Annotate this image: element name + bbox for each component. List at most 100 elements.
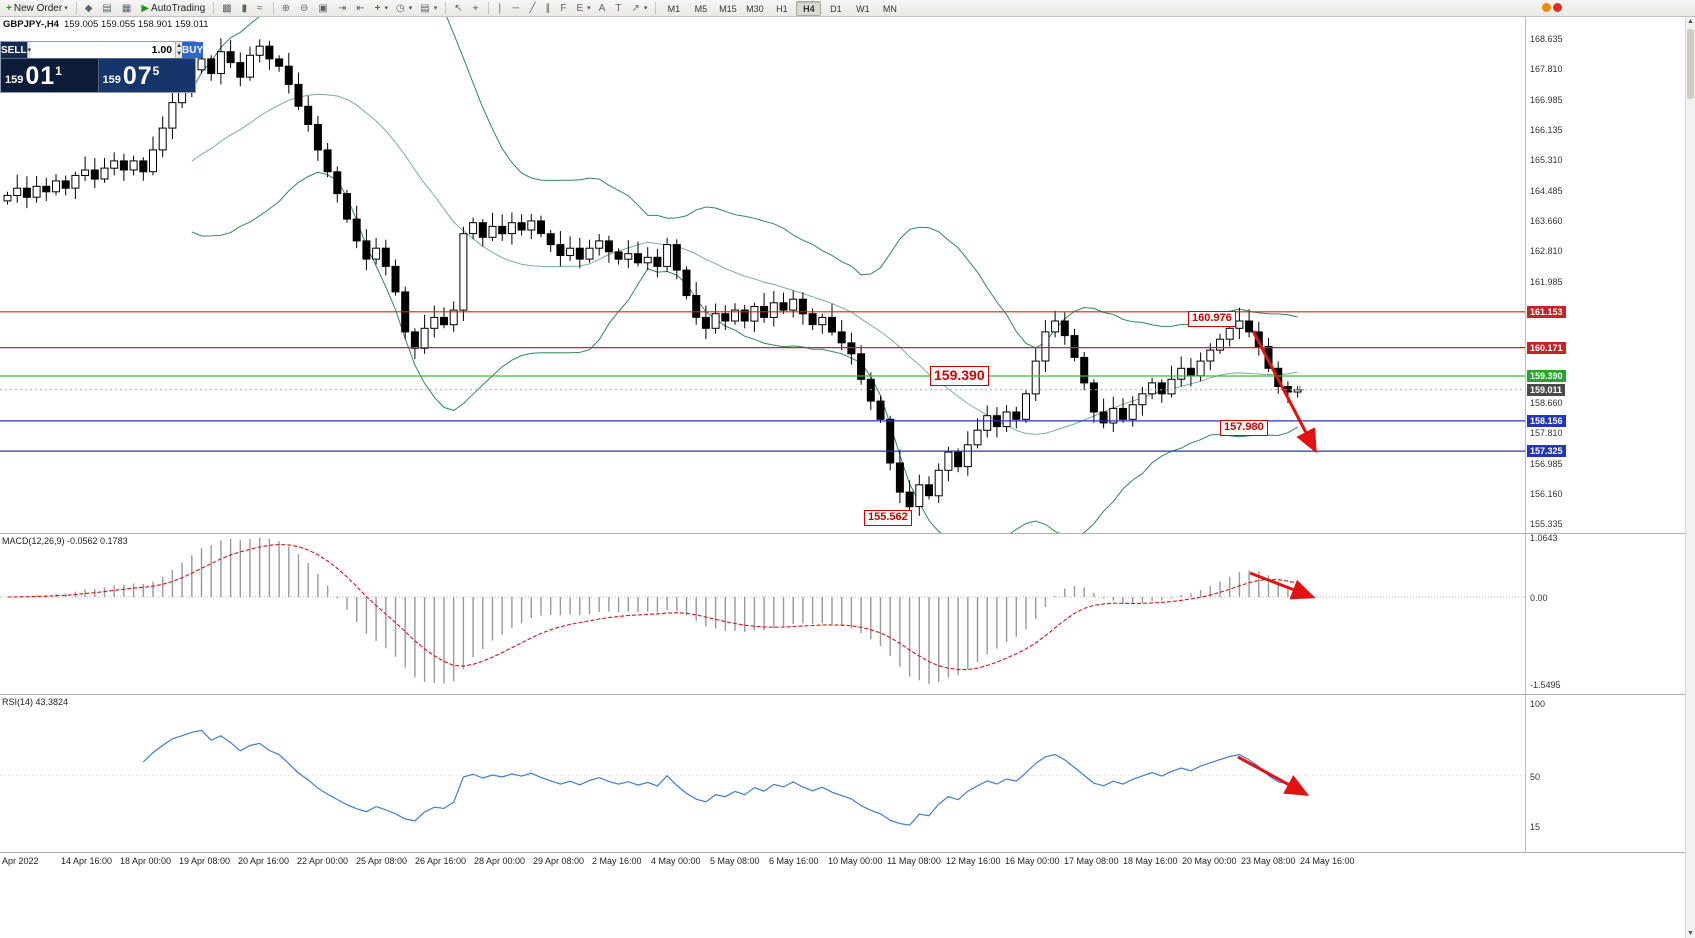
rsi-label: RSI(14) 43.3824 — [2, 697, 69, 707]
line-chart-button[interactable]: ≈ — [253, 1, 269, 16]
vertical-scrollbar[interactable]: ▲ ▼ — [1685, 17, 1695, 938]
buy-price-prefix: 159 — [102, 74, 121, 86]
cursor-icon: ↖ — [454, 2, 463, 14]
volume-stepper-up[interactable]: ▲ — [176, 43, 183, 49]
time-axis-label: 22 Apr 00:00 — [297, 856, 349, 866]
time-axis-label: 14 Apr 16:00 — [61, 856, 113, 866]
arrows-button[interactable]: ↗ ▾ — [627, 1, 651, 16]
symbol-label: GBPJPY-,H4 — [3, 19, 59, 30]
candlestick-button[interactable]: ▮ — [238, 1, 254, 16]
indicators-button[interactable]: + ▾ — [371, 1, 392, 16]
cursor-button[interactable]: ↖ — [450, 1, 468, 16]
main-chart-canvas[interactable]: GBPJPY-,H4 159.005 159.055 158.901 159.01… — [0, 17, 1525, 533]
sell-price-button[interactable]: 159 01 1 — [1, 59, 99, 92]
pane-separator[interactable] — [0, 533, 1695, 534]
buy-price-button[interactable]: 159 07 5 — [98, 59, 195, 92]
trend-arrow[interactable] — [1237, 755, 1310, 796]
auto-scroll-button[interactable]: ⇥ — [334, 1, 352, 16]
sell-button[interactable]: SELL — [1, 42, 27, 58]
one-click-trading-panel: SELL ▾ ▲ ▼ BUY 159 01 1 159 07 5 — [0, 41, 204, 93]
time-axis-label: 11 May 08:00 — [887, 856, 941, 866]
trendline-icon: ╱ — [529, 2, 536, 14]
rsi-canvas[interactable]: RSI(14) 43.3824 — [0, 695, 1525, 852]
price-axis-label: 156.160 — [1530, 488, 1563, 499]
timeframe-d1-button[interactable]: D1 — [830, 3, 842, 14]
volume-stepper: ▲ ▼ — [175, 42, 183, 58]
text-label-button[interactable]: T — [611, 1, 627, 16]
volume-dropdown-button[interactable]: ▾ — [26, 42, 32, 58]
vertical-line-icon: ∣ — [497, 2, 503, 14]
toolbar-separator — [445, 2, 447, 14]
time-axis-label: 29 Apr 08:00 — [533, 856, 585, 866]
toolbar-separator — [272, 2, 274, 14]
shapes-button[interactable]: E ▾ — [572, 1, 594, 16]
pane-separator[interactable] — [0, 694, 1695, 695]
channel-button[interactable]: ∥ — [541, 1, 556, 16]
timeframe-h1-button[interactable]: H1 — [776, 3, 788, 14]
price-annotation[interactable]: 160.976 — [1188, 311, 1236, 327]
scroll-down-icon[interactable]: ▼ — [1687, 930, 1694, 937]
horizontal-line-button[interactable]: ─ — [508, 1, 525, 16]
zoom-in-button[interactable]: ⊕ — [278, 1, 296, 16]
time-axis-label: 19 Apr 08:00 — [179, 856, 231, 866]
macd-svg — [0, 537, 1525, 684]
autotrading-button[interactable]: ▶ AutoTrading — [137, 1, 209, 16]
candles — [3, 38, 1302, 516]
new-order-button[interactable]: + New Order ▾ — [2, 1, 72, 16]
metaeditor-button[interactable]: ◆ — [81, 1, 99, 16]
pane-separator — [0, 852, 1695, 853]
text-button[interactable]: A — [595, 1, 612, 16]
timeframe-m30-button[interactable]: M30 — [746, 3, 764, 14]
zoom-out-button[interactable]: ⊖ — [296, 1, 314, 16]
crosshair-button[interactable]: ⌖ — [469, 1, 485, 16]
line-chart-icon: ≈ — [257, 2, 263, 14]
timeframe-m1-button[interactable]: M1 — [667, 3, 681, 14]
bar-chart-button[interactable]: ▩ — [218, 1, 237, 16]
scrollbar-thumb[interactable] — [1687, 29, 1694, 99]
volume-input[interactable] — [31, 42, 176, 58]
chevron-down-icon: ▾ — [408, 5, 413, 12]
time-axis-label: 17 May 08:00 — [1064, 856, 1119, 866]
candlestick-icon: ▮ — [241, 2, 248, 14]
vertical-line-button[interactable]: ∣ — [493, 1, 508, 16]
timeframe-mn-button[interactable]: MN — [882, 3, 897, 14]
chart-shift-button[interactable]: ⇤ — [352, 1, 370, 16]
templates-button[interactable]: ▤ ▾ — [416, 1, 441, 16]
price-tag: 157.325 — [1527, 445, 1566, 458]
text-icon: A — [598, 2, 606, 14]
buy-button[interactable]: BUY — [182, 42, 204, 58]
timeframe-m5-button[interactable]: M5 — [694, 3, 708, 14]
scroll-up-icon[interactable]: ▲ — [1687, 18, 1694, 25]
time-axis-label: 26 Apr 16:00 — [415, 856, 467, 866]
tile-windows-button[interactable]: ▣ — [314, 1, 333, 16]
volume-stepper-down[interactable]: ▼ — [176, 51, 183, 57]
ohlc-values: 159.005 159.055 158.901 159.011 — [63, 19, 209, 30]
tile-windows-icon: ▣ — [318, 2, 328, 14]
toolbar-separator — [213, 2, 215, 14]
data-window-button[interactable]: ▦ — [118, 1, 137, 16]
time-axis[interactable]: Apr 2022 14 Apr 16:00 18 Apr 00:00 19 Apr 0… — [0, 853, 1695, 870]
toolbar: + New Order ▾ ◆ ▤ ▦ ▶ AutoTrading ▩ ▮ ≈ … — [0, 0, 1695, 17]
fibonacci-button[interactable]: F — [556, 1, 572, 16]
text-label-icon: T — [615, 2, 622, 14]
templates-icon: ▤ — [420, 2, 430, 14]
macd-axis-label: 0.00 — [1530, 593, 1548, 603]
print-button[interactable]: ▤ — [98, 1, 117, 16]
trend-arrow[interactable] — [1251, 330, 1317, 454]
chevron-down-icon: ▾ — [643, 5, 648, 12]
timeframe-group: M1 M5 M15 M30 H1 H4 D1 W1 MN — [660, 0, 903, 16]
price-annotation[interactable]: 159.390 — [930, 366, 989, 386]
trend-arrow[interactable] — [1249, 571, 1316, 600]
price-annotation[interactable]: 155.562 — [864, 510, 912, 526]
sell-price-prefix: 159 — [5, 74, 24, 86]
macd-canvas[interactable]: MACD(12,26,9) -0.0562 0.1783 — [0, 534, 1525, 694]
price-annotation[interactable]: 157.980 — [1220, 420, 1268, 436]
trendline-button[interactable]: ╱ — [525, 1, 541, 16]
timeframe-m15-button[interactable]: M15 — [719, 3, 737, 14]
timeframe-h4-button[interactable]: H4 — [796, 0, 822, 16]
price-axis[interactable]: 168.635 167.810 166.985 166.135 165.310 164.4… — [1525, 17, 1585, 852]
periods-button[interactable]: ◷ ▾ — [392, 1, 416, 16]
cursor-cross — [1296, 385, 1304, 394]
price-axis-label: 164.485 — [1530, 185, 1563, 196]
timeframe-w1-button[interactable]: W1 — [856, 3, 870, 14]
